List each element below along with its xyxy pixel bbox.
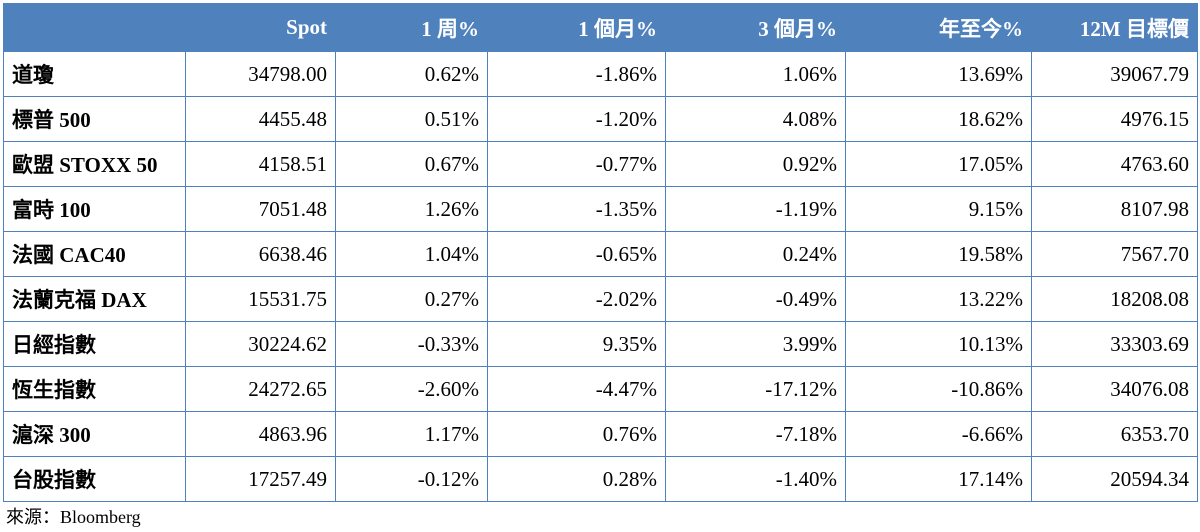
three-month-change: -7.18% [665, 411, 846, 457]
header-12m-target: 12M 目標價 [1031, 3, 1198, 52]
three-month-change: -1.40% [665, 456, 846, 502]
one-month-change: 9.35% [487, 321, 666, 367]
source-note: 來源：Bloomberg [6, 507, 141, 527]
spot-value: 24272.65 [185, 366, 336, 412]
market-indices-table: Spot 1 周% 1 個月% 3 個月% 年至今% 12M 目標價 道瓊 34… [3, 3, 1198, 502]
target-price: 7567.70 [1031, 231, 1198, 277]
spot-value: 4158.51 [185, 141, 336, 187]
one-month-change: 0.76% [487, 411, 666, 457]
one-month-change: -2.02% [487, 276, 666, 322]
three-month-change: 0.92% [665, 141, 846, 187]
header-1-month: 1 個月% [487, 3, 666, 52]
ytd-change: 18.62% [845, 96, 1032, 142]
target-price: 4763.60 [1031, 141, 1198, 187]
table-body: 道瓊 34798.00 0.62% -1.86% 1.06% 13.69% 39… [3, 51, 1198, 502]
ytd-change: 13.22% [845, 276, 1032, 322]
spot-value: 4863.96 [185, 411, 336, 457]
three-month-change: 3.99% [665, 321, 846, 367]
target-price: 33303.69 [1031, 321, 1198, 367]
target-price: 4976.15 [1031, 96, 1198, 142]
one-week-change: 1.04% [335, 231, 488, 277]
table-row: 滬深 300 4863.96 1.17% 0.76% -7.18% -6.66%… [3, 411, 1198, 457]
ytd-change: 19.58% [845, 231, 1032, 277]
one-week-change: -0.12% [335, 456, 488, 502]
one-week-change: 1.17% [335, 411, 488, 457]
one-month-change: -0.65% [487, 231, 666, 277]
table-row: 道瓊 34798.00 0.62% -1.86% 1.06% 13.69% 39… [3, 51, 1198, 97]
three-month-change: -0.49% [665, 276, 846, 322]
three-month-change: -17.12% [665, 366, 846, 412]
target-price: 20594.34 [1031, 456, 1198, 502]
header-spot: Spot [185, 3, 336, 52]
one-week-change: 1.26% [335, 186, 488, 232]
one-month-change: 0.28% [487, 456, 666, 502]
ytd-change: 17.05% [845, 141, 1032, 187]
ytd-change: 17.14% [845, 456, 1032, 502]
target-price: 39067.79 [1031, 51, 1198, 97]
table-row: 法蘭克福 DAX 15531.75 0.27% -2.02% -0.49% 13… [3, 276, 1198, 322]
header-ytd: 年至今% [845, 3, 1032, 52]
ytd-change: 9.15% [845, 186, 1032, 232]
index-name: 日經指數 [3, 321, 186, 367]
one-month-change: -1.86% [487, 51, 666, 97]
table-row: 台股指數 17257.49 -0.12% 0.28% -1.40% 17.14%… [3, 456, 1198, 502]
table-header: Spot 1 周% 1 個月% 3 個月% 年至今% 12M 目標價 [3, 3, 1198, 52]
one-week-change: -2.60% [335, 366, 488, 412]
table-row: 法國 CAC40 6638.46 1.04% -0.65% 0.24% 19.5… [3, 231, 1198, 277]
one-month-change: -1.20% [487, 96, 666, 142]
index-name: 滬深 300 [3, 411, 186, 457]
one-week-change: 0.27% [335, 276, 488, 322]
target-price: 6353.70 [1031, 411, 1198, 457]
index-name: 台股指數 [3, 456, 186, 502]
header-1-week: 1 周% [335, 3, 488, 52]
spot-value: 30224.62 [185, 321, 336, 367]
index-name: 恆生指數 [3, 366, 186, 412]
header-index-name [3, 3, 186, 52]
one-week-change: 0.51% [335, 96, 488, 142]
one-week-change: 0.62% [335, 51, 488, 97]
table-row: 標普 500 4455.48 0.51% -1.20% 4.08% 18.62%… [3, 96, 1198, 142]
three-month-change: 0.24% [665, 231, 846, 277]
spot-value: 6638.46 [185, 231, 336, 277]
target-price: 34076.08 [1031, 366, 1198, 412]
table-row: 恆生指數 24272.65 -2.60% -4.47% -17.12% -10.… [3, 366, 1198, 412]
ytd-change: -6.66% [845, 411, 1032, 457]
one-month-change: -0.77% [487, 141, 666, 187]
index-name: 法國 CAC40 [3, 231, 186, 277]
ytd-change: 13.69% [845, 51, 1032, 97]
three-month-change: 4.08% [665, 96, 846, 142]
target-price: 18208.08 [1031, 276, 1198, 322]
table-row: 日經指數 30224.62 -0.33% 9.35% 3.99% 10.13% … [3, 321, 1198, 367]
ytd-change: 10.13% [845, 321, 1032, 367]
spot-value: 17257.49 [185, 456, 336, 502]
index-name: 法蘭克福 DAX [3, 276, 186, 322]
header-3-month: 3 個月% [665, 3, 846, 52]
spot-value: 34798.00 [185, 51, 336, 97]
target-price: 8107.98 [1031, 186, 1198, 232]
index-name: 道瓊 [3, 51, 186, 97]
one-month-change: -4.47% [487, 366, 666, 412]
spot-value: 4455.48 [185, 96, 336, 142]
index-name: 富時 100 [3, 186, 186, 232]
header-row: Spot 1 周% 1 個月% 3 個月% 年至今% 12M 目標價 [3, 3, 1198, 52]
table-row: 富時 100 7051.48 1.26% -1.35% -1.19% 9.15%… [3, 186, 1198, 232]
spot-value: 7051.48 [185, 186, 336, 232]
index-name: 標普 500 [3, 96, 186, 142]
one-week-change: -0.33% [335, 321, 488, 367]
three-month-change: -1.19% [665, 186, 846, 232]
one-month-change: -1.35% [487, 186, 666, 232]
spot-value: 15531.75 [185, 276, 336, 322]
three-month-change: 1.06% [665, 51, 846, 97]
index-name: 歐盟 STOXX 50 [3, 141, 186, 187]
ytd-change: -10.86% [845, 366, 1032, 412]
one-week-change: 0.67% [335, 141, 488, 187]
table-row: 歐盟 STOXX 50 4158.51 0.67% -0.77% 0.92% 1… [3, 141, 1198, 187]
